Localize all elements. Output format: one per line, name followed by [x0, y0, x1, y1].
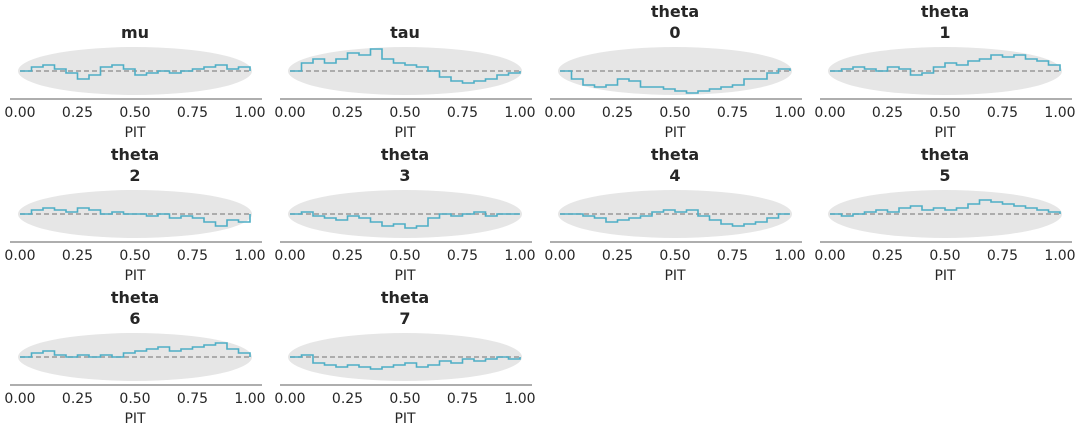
- panel-title: 7: [399, 309, 410, 328]
- x-tick-label: 1.00: [504, 391, 535, 407]
- panel-title: theta: [381, 288, 429, 307]
- x-tick-label: 0.75: [177, 248, 208, 264]
- panel-7: 0.00 0.25 0.50 0.75 1.00 PIT theta 5: [814, 145, 1075, 284]
- panel-4: 0.00 0.25 0.50 0.75 1.00 PIT theta 2: [4, 145, 265, 284]
- x-tick-label: 1.00: [234, 248, 265, 264]
- panel-5: 0.00 0.25 0.50 0.75 1.00 PIT theta 3: [274, 145, 535, 284]
- ecdf-line: [290, 354, 521, 370]
- ecdf-line: [290, 48, 521, 84]
- x-tick-label: 0.50: [389, 391, 420, 407]
- x-tick-label: 0.00: [814, 248, 845, 264]
- x-axis-label: PIT: [394, 268, 416, 284]
- x-tick-label: 0.75: [447, 248, 478, 264]
- panel-1: 0.00 0.25 0.50 0.75 1.00 PIT tau: [274, 23, 535, 141]
- panel-title: 1: [939, 23, 950, 42]
- panel-title: theta: [921, 2, 969, 21]
- x-tick-label: 0.75: [177, 391, 208, 407]
- x-tick-label: 0.50: [929, 248, 960, 264]
- x-tick-label: 0.75: [177, 105, 208, 121]
- ecdf-line: [20, 207, 251, 227]
- panel-6: 0.00 0.25 0.50 0.75 1.00 PIT theta 4: [544, 145, 805, 284]
- x-tick-label: 0.50: [389, 105, 420, 121]
- panel-3: 0.00 0.25 0.50 0.75 1.00 PIT theta 1: [814, 2, 1075, 141]
- ecdf-line: [560, 209, 790, 227]
- x-axis-label: PIT: [664, 268, 686, 284]
- x-tick-label: 0.00: [4, 105, 35, 121]
- x-axis-label: PIT: [394, 411, 416, 427]
- x-axis-label: PIT: [124, 125, 146, 141]
- x-tick-label: 0.00: [544, 105, 575, 121]
- x-tick-label: 1.00: [774, 248, 805, 264]
- x-tick-label: 0.25: [332, 248, 363, 264]
- ecdf-line: [20, 64, 251, 80]
- x-tick-label: 0.25: [602, 105, 633, 121]
- x-tick-label: 1.00: [774, 105, 805, 121]
- panel-title: 2: [129, 166, 140, 185]
- x-tick-label: 0.25: [872, 248, 903, 264]
- ecdf-line: [830, 199, 1061, 217]
- x-tick-label: 0.50: [659, 105, 690, 121]
- panel-8: 0.00 0.25 0.50 0.75 1.00 PIT theta 6: [4, 288, 265, 427]
- x-tick-label: 0.25: [872, 105, 903, 121]
- x-tick-label: 0.00: [274, 248, 305, 264]
- panel-title: theta: [381, 145, 429, 164]
- x-tick-label: 1.00: [234, 105, 265, 121]
- x-tick-label: 0.50: [389, 248, 420, 264]
- x-tick-label: 0.25: [332, 105, 363, 121]
- panel-title: 5: [939, 166, 950, 185]
- x-tick-label: 1.00: [1044, 105, 1075, 121]
- x-tick-label: 0.75: [987, 248, 1018, 264]
- panel-title: theta: [111, 288, 159, 307]
- x-tick-label: 0.75: [447, 105, 478, 121]
- ecdf-line: [20, 342, 251, 358]
- x-tick-label: 0.50: [929, 105, 960, 121]
- panel-2: 0.00 0.25 0.50 0.75 1.00 PIT theta 0: [544, 2, 805, 141]
- x-tick-label: 0.75: [717, 248, 748, 264]
- panel-title: theta: [111, 145, 159, 164]
- panel-title: 4: [669, 166, 680, 185]
- panel-title: theta: [921, 145, 969, 164]
- x-tick-label: 0.00: [814, 105, 845, 121]
- x-axis-label: PIT: [124, 268, 146, 284]
- panel-title: 3: [399, 166, 410, 185]
- x-tick-label: 1.00: [1044, 248, 1075, 264]
- x-tick-label: 0.25: [62, 105, 93, 121]
- x-tick-label: 0.25: [602, 248, 633, 264]
- x-tick-label: 0.25: [62, 248, 93, 264]
- ecdf-line: [830, 54, 1061, 76]
- x-tick-label: 0.50: [659, 248, 690, 264]
- panel-title: 0: [669, 23, 680, 42]
- x-tick-label: 0.50: [119, 105, 150, 121]
- x-axis-label: PIT: [394, 125, 416, 141]
- panel-title: theta: [651, 145, 699, 164]
- x-tick-label: 1.00: [504, 248, 535, 264]
- x-tick-label: 0.25: [332, 391, 363, 407]
- x-tick-label: 0.00: [4, 248, 35, 264]
- x-tick-label: 1.00: [504, 105, 535, 121]
- x-tick-label: 0.50: [119, 391, 150, 407]
- ecdf-line: [290, 211, 520, 229]
- panel-0: 0.00 0.25 0.50 0.75 1.00 PIT mu: [4, 23, 265, 141]
- x-tick-label: 0.00: [4, 391, 35, 407]
- x-axis-label: PIT: [124, 411, 146, 427]
- panel-title: 6: [129, 309, 140, 328]
- panel-title: tau: [390, 23, 420, 42]
- ecdf-line: [560, 68, 791, 94]
- x-axis-label: PIT: [934, 268, 956, 284]
- x-tick-label: 0.00: [544, 248, 575, 264]
- panel-title: mu: [121, 23, 149, 42]
- panel-title: theta: [651, 2, 699, 21]
- panel-9: 0.00 0.25 0.50 0.75 1.00 PIT theta 7: [274, 288, 535, 427]
- x-tick-label: 0.75: [447, 391, 478, 407]
- x-axis-label: PIT: [934, 125, 956, 141]
- x-tick-label: 0.50: [119, 248, 150, 264]
- x-axis-label: PIT: [664, 125, 686, 141]
- x-tick-label: 1.00: [234, 391, 265, 407]
- x-tick-label: 0.00: [274, 105, 305, 121]
- x-tick-label: 0.25: [62, 391, 93, 407]
- x-tick-label: 0.00: [274, 391, 305, 407]
- x-tick-label: 0.75: [717, 105, 748, 121]
- x-tick-label: 0.75: [987, 105, 1018, 121]
